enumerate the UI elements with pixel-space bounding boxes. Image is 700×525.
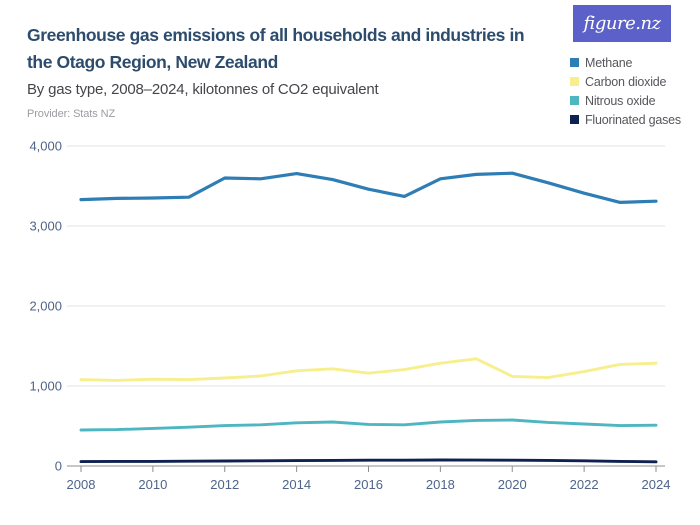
x-tick-label: 2010: [138, 477, 167, 492]
x-tick-label: 2018: [426, 477, 455, 492]
x-tick-label: 2012: [210, 477, 239, 492]
legend-label: Fluorinated gases: [585, 112, 681, 127]
legend-label: Methane: [585, 55, 633, 70]
legend-item-fluorinated-gases: Fluorinated gases: [570, 110, 681, 129]
x-tick-label: 2022: [570, 477, 599, 492]
x-tick-label: 2014: [282, 477, 311, 492]
chart-subtitle: By gas type, 2008–2024, kilotonnes of CO…: [27, 81, 379, 98]
figurenz-logo[interactable]: figure.nz: [573, 5, 671, 42]
fluorinated-gases-swatch-icon: [570, 115, 579, 124]
methane-line: [79, 171, 658, 204]
page-title-line1: Greenhouse gas emissions of all househol…: [27, 25, 525, 45]
y-tick-label: 1,000: [29, 379, 62, 394]
legend-item-nitrous-oxide: Nitrous oxide: [570, 91, 681, 110]
x-tick-label: 2008: [67, 477, 96, 492]
x-tick-label: 2024: [642, 477, 671, 492]
page-title: Greenhouse gas emissions of all househol…: [27, 22, 575, 76]
legend-item-carbon-dioxide: Carbon dioxide: [570, 72, 681, 91]
y-tick-label: 0: [55, 459, 62, 474]
y-tick-label: 3,000: [29, 219, 62, 234]
provider-credit: Provider: Stats NZ: [27, 108, 116, 120]
carbon-dioxide-swatch-icon: [570, 77, 579, 86]
methane-swatch-icon: [570, 58, 579, 67]
legend-item-methane: Methane: [570, 53, 681, 72]
nitrous-oxide-line: [79, 418, 658, 432]
chart-legend: Methane Carbon dioxide Nitrous oxide Flu…: [570, 53, 681, 129]
fluorinated-gases-line: [79, 458, 658, 464]
x-tick-label: 2020: [498, 477, 527, 492]
x-tick-label: 2016: [354, 477, 383, 492]
legend-label: Carbon dioxide: [585, 74, 667, 89]
y-tick-label: 2,000: [29, 299, 62, 314]
carbon-dioxide-line: [79, 357, 658, 382]
page-title-line2: the Otago Region, New Zealand: [27, 52, 278, 72]
nitrous-oxide-swatch-icon: [570, 96, 579, 105]
y-tick-label: 4,000: [29, 139, 62, 154]
legend-label: Nitrous oxide: [585, 93, 656, 108]
figurenz-logo-text: figure.nz: [583, 13, 661, 34]
